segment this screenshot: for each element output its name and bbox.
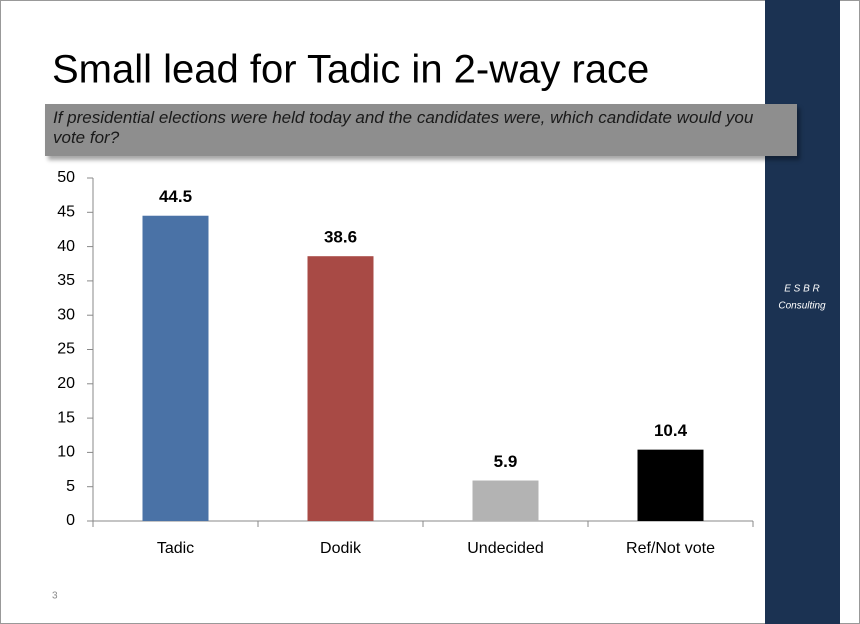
chart-subtitle: If presidential elections were held toda… [45, 104, 797, 156]
value-label: 38.6 [324, 228, 357, 247]
side-band [765, 0, 840, 624]
bar [472, 480, 539, 521]
y-tick-label: 10 [57, 444, 75, 461]
x-tick-label: Undecided [467, 540, 544, 557]
y-tick-label: 30 [57, 306, 75, 323]
y-tick-label: 20 [57, 375, 75, 392]
x-tick-label: Dodik [320, 540, 362, 557]
bar [307, 256, 374, 521]
brand: E S B R [784, 284, 820, 295]
y-tick-label: 45 [57, 204, 75, 221]
value-label: 44.5 [159, 187, 192, 206]
y-tick-label: 50 [57, 169, 75, 186]
x-tick-label: Tadic [157, 540, 194, 557]
y-tick-label: 40 [57, 238, 75, 255]
value-label: 10.4 [654, 421, 688, 440]
bar [637, 449, 704, 521]
value-label: 5.9 [494, 452, 518, 471]
y-tick-label: 25 [57, 341, 75, 358]
chart-title: Small lead for Tadic in 2-way race [52, 48, 649, 92]
bar [142, 215, 209, 522]
page-number: 3 [52, 591, 58, 602]
x-tick-label: Ref/Not vote [626, 540, 715, 557]
brand-sub: Consulting [778, 301, 826, 312]
y-tick-label: 15 [57, 409, 75, 426]
y-tick-label: 5 [66, 478, 75, 495]
y-tick-label: 35 [57, 272, 75, 289]
y-tick-label: 0 [66, 512, 75, 529]
